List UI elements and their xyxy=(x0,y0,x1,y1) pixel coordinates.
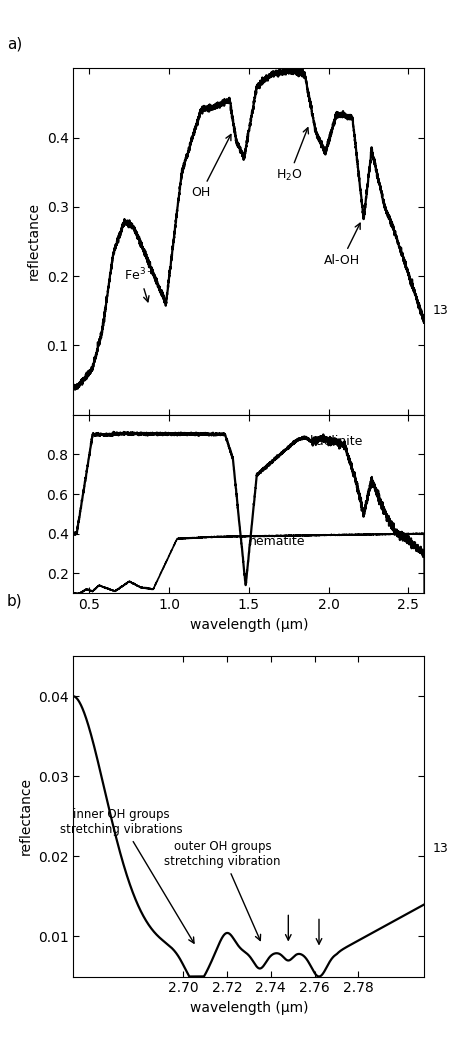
Y-axis label: reflectance: reflectance xyxy=(18,777,32,856)
Text: kaolinite: kaolinite xyxy=(310,435,363,448)
Text: OH: OH xyxy=(191,134,231,200)
Text: Al-OH: Al-OH xyxy=(324,224,360,267)
Y-axis label: reflectance: reflectance xyxy=(27,203,41,280)
Text: inner OH groups
stretching vibrations: inner OH groups stretching vibrations xyxy=(60,808,194,943)
X-axis label: wavelength (μm): wavelength (μm) xyxy=(190,1001,308,1015)
Text: hematite: hematite xyxy=(249,536,305,548)
Text: H$_2$O: H$_2$O xyxy=(276,128,309,184)
X-axis label: wavelength (μm): wavelength (μm) xyxy=(190,617,308,632)
Text: 13: 13 xyxy=(433,842,449,855)
Text: a): a) xyxy=(7,37,22,51)
Text: Fe$^{3+}$: Fe$^{3+}$ xyxy=(125,267,155,301)
Text: outer OH groups
stretching vibration: outer OH groups stretching vibration xyxy=(164,840,281,941)
Text: b): b) xyxy=(7,593,23,608)
Text: 13: 13 xyxy=(433,304,449,317)
